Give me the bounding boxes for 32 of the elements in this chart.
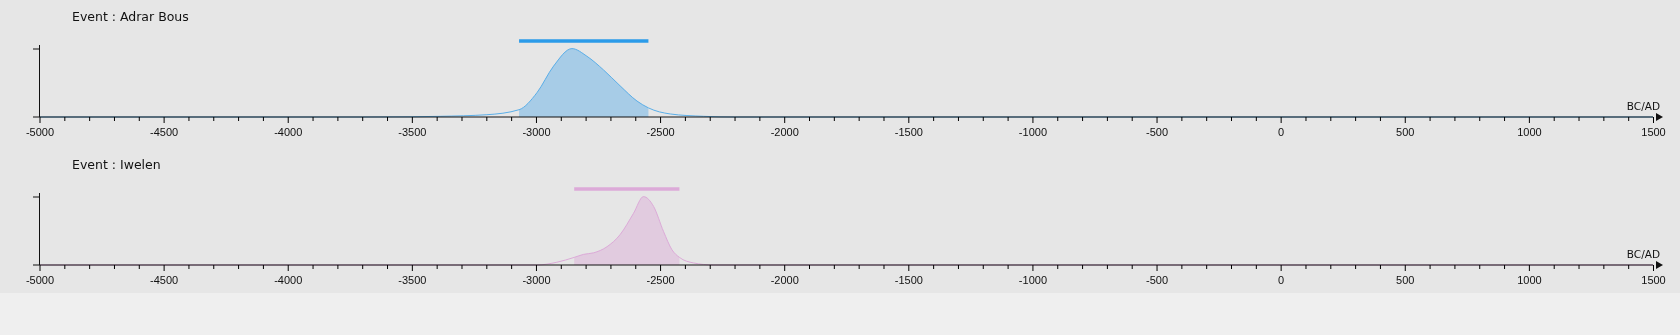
x-tick-label: -1500	[894, 125, 923, 138]
x-tick-label: -1000	[1018, 125, 1047, 138]
chart-title: Event : Iwelen	[72, 157, 161, 172]
x-tick-label: -4500	[150, 273, 179, 286]
x-tick-label: -500	[1146, 273, 1169, 286]
x-tick-label: 1500	[1641, 273, 1666, 286]
x-tick-label: 500	[1396, 273, 1415, 286]
x-axis-title: BC/AD	[1626, 100, 1660, 112]
x-tick-label: -2500	[646, 273, 675, 286]
x-tick-label: -5000	[25, 125, 55, 138]
x-axis-title: BC/AD	[1626, 248, 1660, 260]
x-tick-label: -4000	[274, 273, 303, 286]
chart-title: Event : Adrar Bous	[72, 9, 189, 24]
x-tick-label: 1000	[1517, 273, 1542, 286]
x-tick-label: -5000	[25, 273, 55, 286]
x-tick-label: -1500	[894, 273, 923, 286]
x-tick-label: 1000	[1517, 125, 1542, 138]
x-tick-label: -4500	[150, 125, 179, 138]
x-tick-label: 0	[1278, 273, 1285, 286]
x-tick-label: -1000	[1018, 273, 1047, 286]
x-tick-label: 0	[1278, 125, 1285, 138]
x-tick-label: -3500	[398, 273, 427, 286]
x-tick-label: 1500	[1641, 125, 1666, 138]
x-tick-label: -4000	[274, 125, 303, 138]
x-tick-label: -3500	[398, 125, 427, 138]
x-tick-label: -2500	[646, 125, 675, 138]
x-tick-label: -3000	[522, 273, 551, 286]
x-tick-label: -2000	[770, 273, 799, 286]
x-tick-label: -2000	[770, 125, 799, 138]
x-tick-label: 500	[1396, 125, 1415, 138]
x-tick-label: -500	[1146, 125, 1169, 138]
x-tick-label: -3000	[522, 125, 551, 138]
